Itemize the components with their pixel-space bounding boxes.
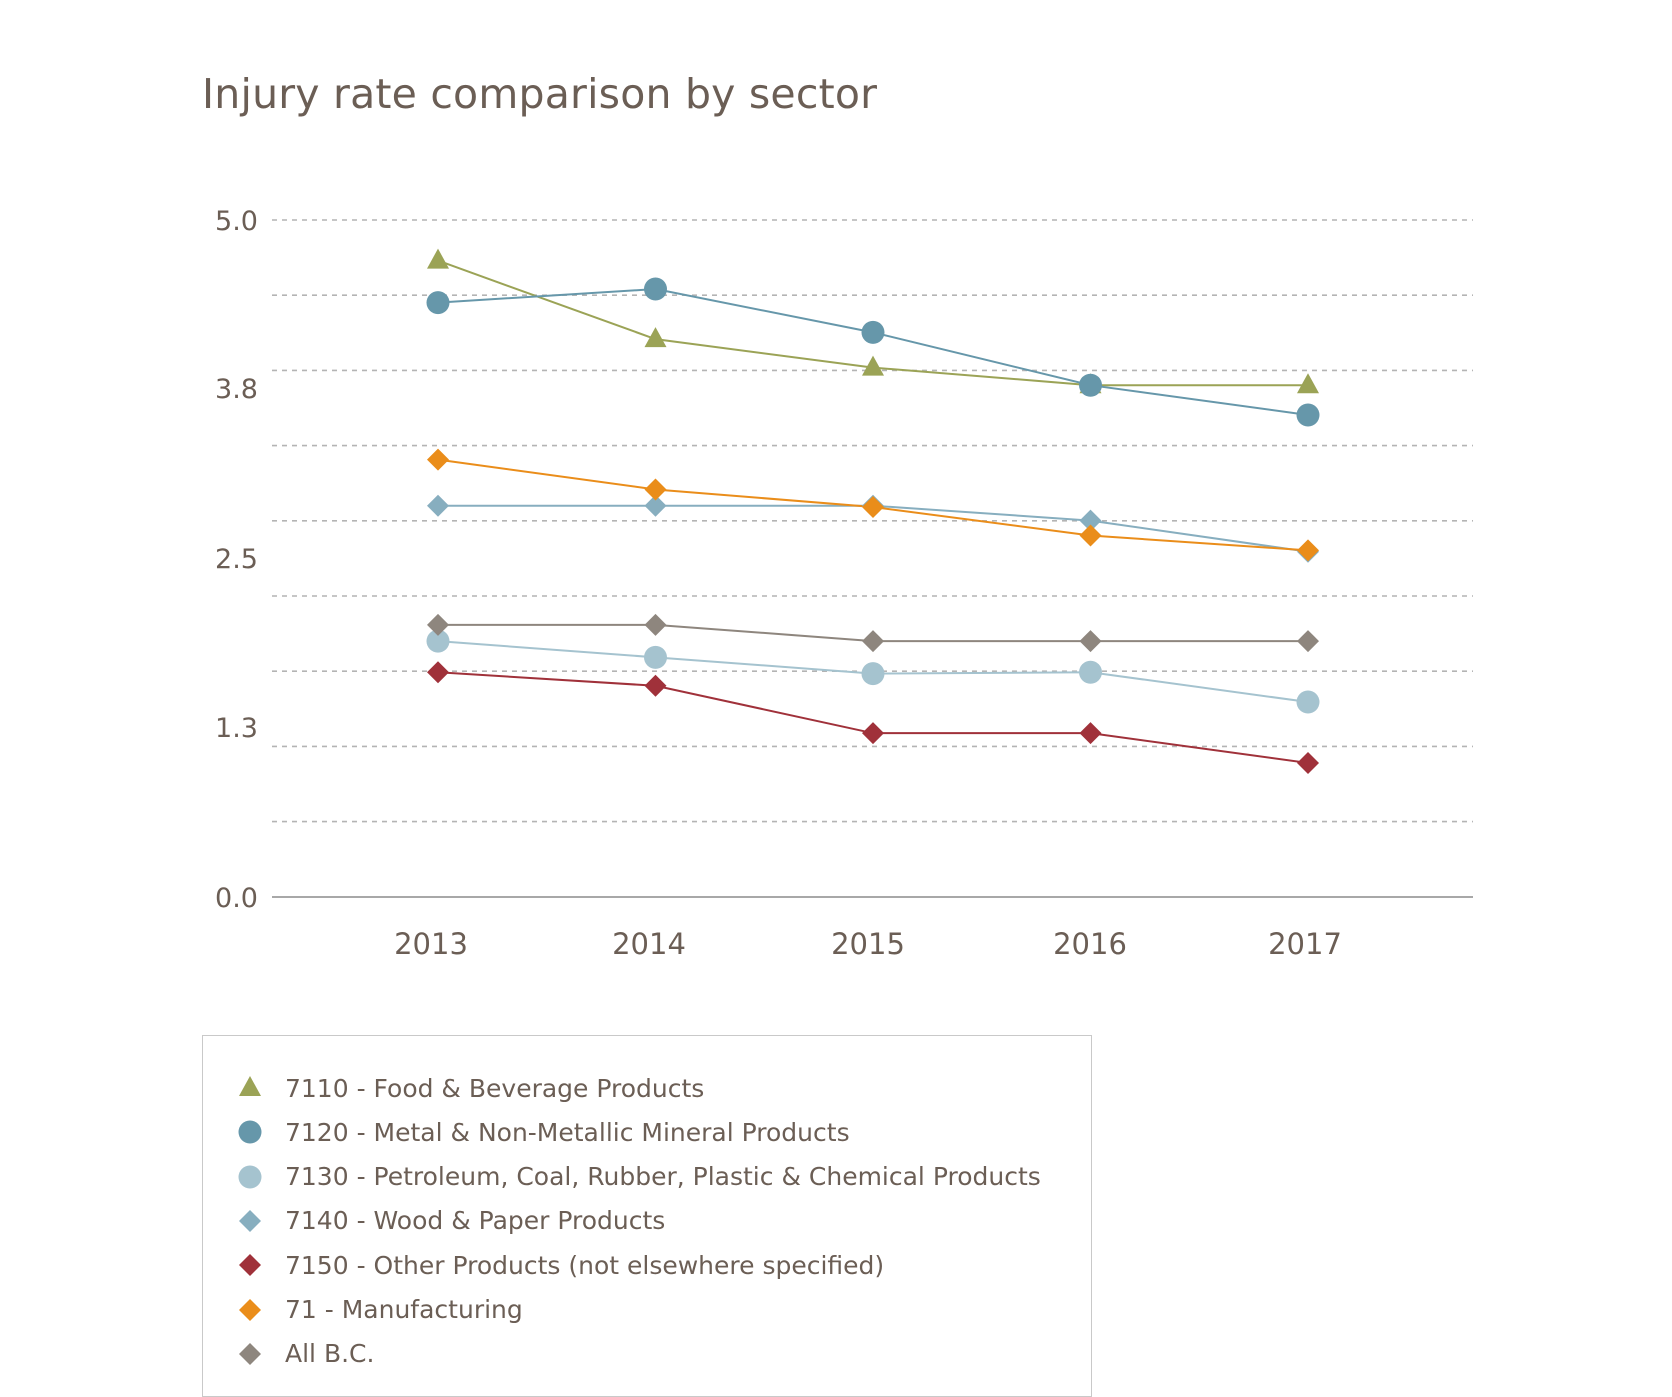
data-point-4-2 <box>862 722 884 745</box>
data-point-2-3 <box>1079 660 1102 684</box>
legend-label: 7110 - Food & Beverage Products <box>285 1073 705 1103</box>
data-point-1-0 <box>426 291 450 315</box>
data-point-0-0 <box>427 248 449 269</box>
x-tick-label: 2014 <box>612 927 686 961</box>
data-point-2-1 <box>644 645 667 669</box>
data-point-5-4 <box>1297 539 1319 562</box>
data-point-6-4 <box>1297 630 1319 653</box>
y-tick-labels: 5.0 3.8 2.5 1.3 0.0 <box>215 206 258 914</box>
legend-marker <box>239 1342 261 1365</box>
legend-marker-icon <box>238 1120 262 1144</box>
legend-item: 7110 - Food & Beverage Products <box>233 1073 704 1103</box>
data-point-4-1 <box>644 674 667 697</box>
legend-label: All B.C. <box>285 1339 375 1369</box>
legend-label: 7120 - Metal & Non-Metallic Mineral Prod… <box>285 1117 850 1147</box>
legend-marker <box>238 1165 262 1189</box>
data-point-3-3 <box>1079 509 1102 532</box>
legend-marker-icon <box>239 1298 261 1321</box>
data-point-5-0 <box>427 448 449 471</box>
data-point-6-1 <box>644 613 667 636</box>
data-point-1-1 <box>644 277 667 301</box>
data-point-5-2 <box>862 496 884 519</box>
data-point-1-4 <box>1296 403 1320 427</box>
y-tick-label: 1.3 <box>215 713 258 744</box>
x-tick-label: 2013 <box>394 927 468 961</box>
data-point-2-4 <box>1296 690 1320 714</box>
chart-title: Injury rate comparison by sector <box>202 70 878 118</box>
data-point-6-3 <box>1079 630 1102 653</box>
legend-marker-icon <box>238 1165 262 1189</box>
series-line-4 <box>437 671 1309 764</box>
x-tick-label: 2017 <box>1268 927 1342 961</box>
y-tick-label: 0.0 <box>215 883 258 914</box>
data-point-0-2 <box>862 355 884 376</box>
legend-marker <box>239 1254 261 1277</box>
y-tick-label: 5.0 <box>215 206 258 237</box>
data-point-6-0 <box>427 613 449 636</box>
data-point-0-1 <box>644 327 667 348</box>
data-point-5-3 <box>1079 524 1102 547</box>
x-tick-label: 2016 <box>1053 927 1127 961</box>
legend-label: 7130 - Petroleum, Coal, Rubber, Plastic … <box>285 1162 1041 1192</box>
data-point-1-3 <box>1079 373 1102 397</box>
legend-label: 7140 - Wood & Paper Products <box>285 1206 666 1236</box>
legend-marker-icon <box>239 1342 261 1365</box>
data-point-3-0 <box>427 494 449 517</box>
legend-marker-icon <box>239 1254 261 1277</box>
line-chart: 5.0 3.8 2.5 1.3 0.0 2013 2014 2015 2016 2017 <box>215 206 1473 961</box>
data-point-5-1 <box>644 478 667 501</box>
legend: 7110 - Food & Beverage Products 7120 - Me… <box>202 1035 1092 1397</box>
legend-item: 71 - Manufacturing <box>233 1295 523 1325</box>
data-point-2-0 <box>426 629 450 653</box>
legend-marker-icon <box>239 1076 261 1096</box>
legend-item: All B.C. <box>233 1339 374 1369</box>
legend-label: 71 - Manufacturing <box>285 1295 523 1324</box>
data-point-3-1 <box>644 494 667 517</box>
legend-item: 7120 - Metal & Non-Metallic Mineral Prod… <box>233 1117 850 1147</box>
data-point-4-3 <box>1079 722 1102 745</box>
data-point-4-0 <box>427 661 449 684</box>
legend-marker <box>239 1209 261 1232</box>
legend-marker-icon <box>239 1209 261 1232</box>
y-tick-label: 2.5 <box>215 544 258 575</box>
data-point-0-4 <box>1297 373 1319 394</box>
data-point-2-2 <box>861 662 885 686</box>
x-tick-labels: 2013 2014 2015 2016 2017 <box>394 927 1342 961</box>
legend-item: 7150 - Other Products (not elsewhere spe… <box>233 1250 884 1280</box>
series-markers <box>426 248 1320 774</box>
legend-marker <box>238 1120 262 1144</box>
legend-marker <box>239 1298 261 1321</box>
data-point-4-4 <box>1297 751 1319 774</box>
y-tick-label: 3.8 <box>215 374 258 405</box>
legend-marker <box>239 1076 261 1096</box>
data-point-6-2 <box>862 630 884 653</box>
legend-label: 7150 - Other Products (not elsewhere spe… <box>285 1250 885 1280</box>
x-tick-label: 2015 <box>831 927 905 961</box>
data-point-1-2 <box>861 320 885 344</box>
legend-item: 7130 - Petroleum, Coal, Rubber, Plastic … <box>233 1162 1041 1192</box>
legend-item: 7140 - Wood & Paper Products <box>233 1206 665 1236</box>
